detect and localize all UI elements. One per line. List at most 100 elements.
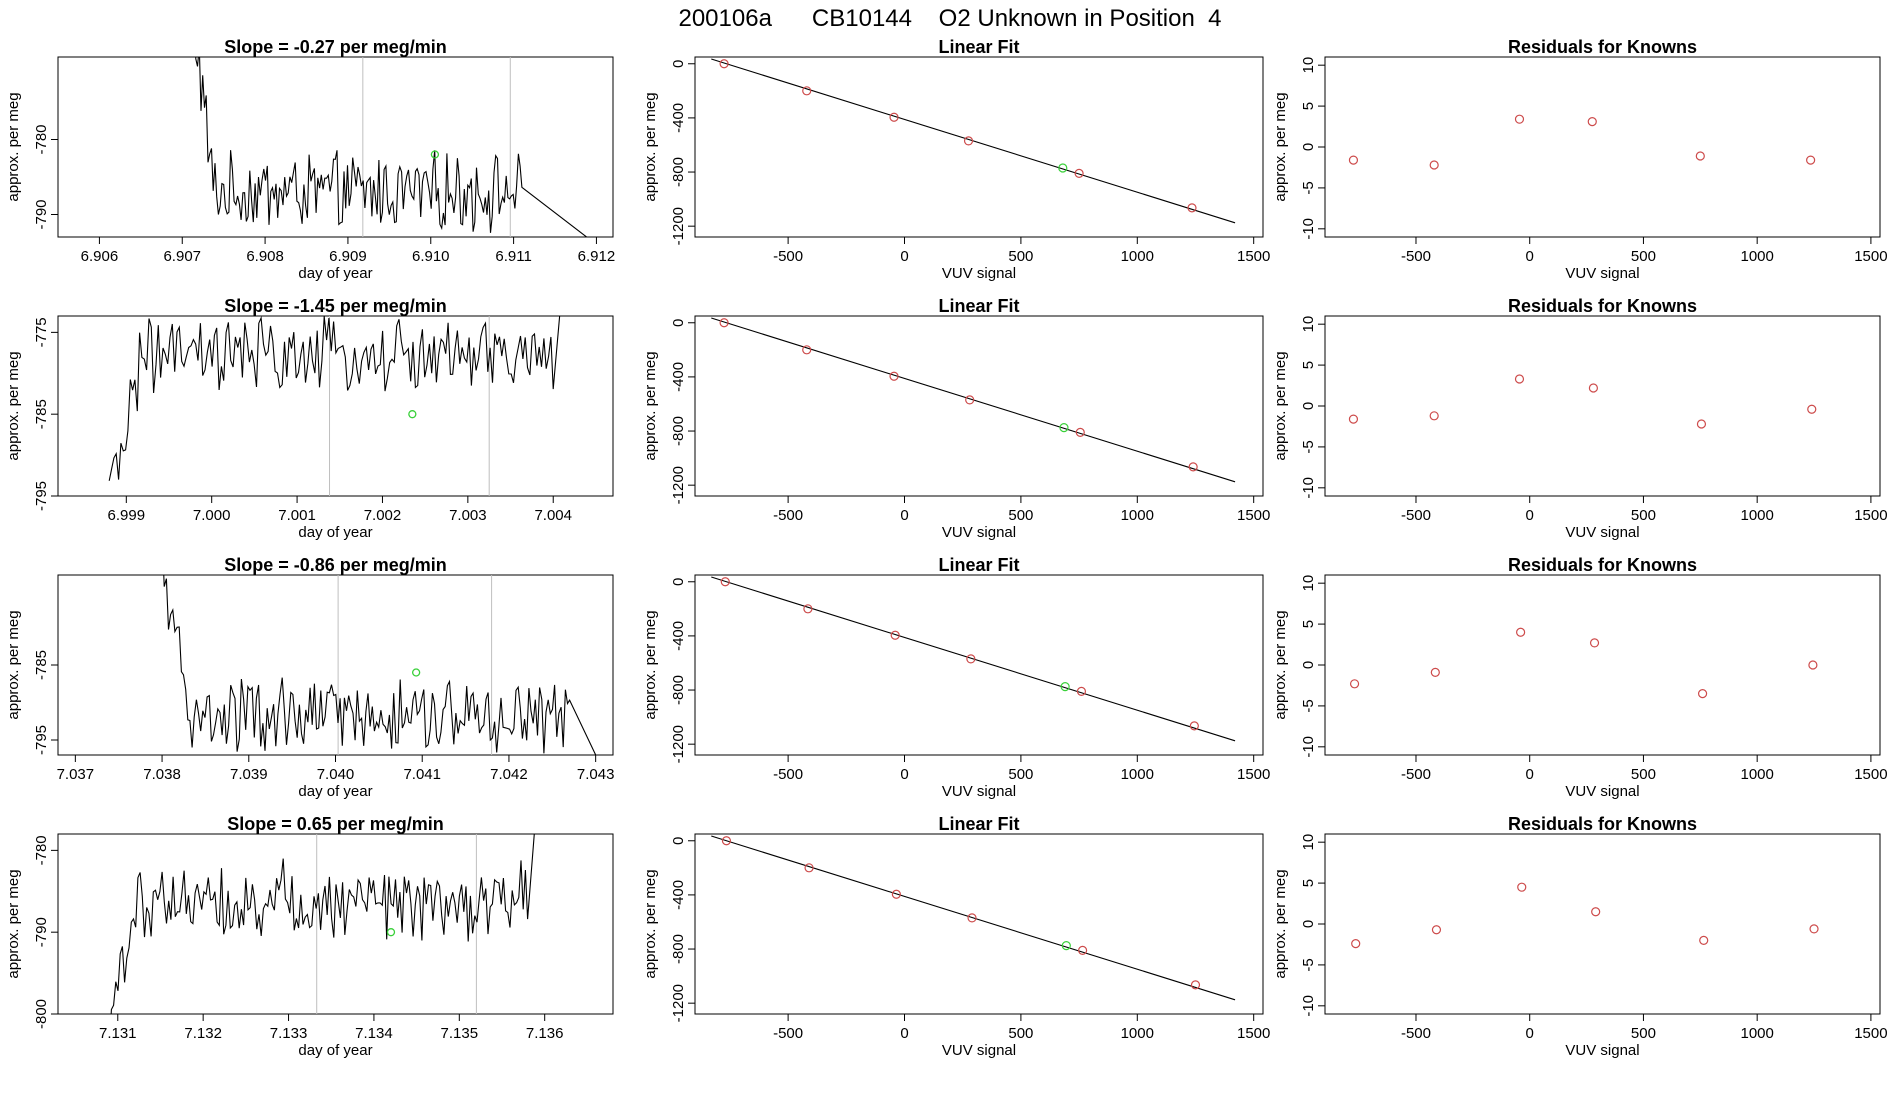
plot-frame — [1324, 315, 1881, 497]
y-axis-label: approx. per meg — [1272, 610, 1289, 719]
known-point — [1349, 679, 1360, 689]
x-tick-label: -500 — [773, 766, 803, 783]
known-point — [721, 836, 732, 846]
x-tick-label: 1000 — [1121, 248, 1154, 265]
x-tick-label: 1500 — [1237, 766, 1270, 783]
known-point — [1075, 427, 1085, 437]
panel: Residuals for Knowns -500 0 500 1000 1500 10 5 0… — [1272, 37, 1888, 282]
unknown-mean-point — [408, 410, 417, 419]
known-point — [1806, 155, 1816, 165]
y-tick-label: 0 — [670, 837, 687, 845]
x-axis-label: day of year — [298, 524, 372, 541]
panel-title: Slope = -0.86 per meg/min — [224, 555, 447, 575]
signal-line — [195, 57, 588, 237]
known-point — [1516, 627, 1526, 637]
y-tick-label: 5 — [1300, 361, 1317, 369]
panel-title: Slope = -0.27 per meg/min — [224, 37, 447, 57]
x-tick-label: 500 — [1008, 248, 1033, 265]
x-tick-label: 500 — [1008, 507, 1033, 524]
plot-frame — [57, 56, 614, 238]
x-tick-label: 7.003 — [449, 507, 487, 524]
panel: Slope = 0.65 per meg/min 7.131 7.132 7.133 7… — [5, 814, 614, 1059]
y-tick-label: -400 — [670, 103, 687, 133]
x-tick-label: 1500 — [1854, 507, 1887, 524]
plot-frame — [694, 315, 1264, 497]
y-tick-label: 10 — [1300, 575, 1317, 592]
x-tick-label: 0 — [900, 248, 908, 265]
y-axis-label: approx. per meg — [642, 92, 659, 201]
y-tick-label: -790 — [33, 199, 50, 229]
x-axis-label: VUV signal — [942, 265, 1016, 282]
y-tick-label: -1200 — [670, 725, 687, 763]
x-axis-label: VUV signal — [1565, 1042, 1639, 1059]
x-tick-label: -500 — [1401, 766, 1431, 783]
y-tick-label: -800 — [670, 675, 687, 705]
y-axis-label: approx. per meg — [5, 92, 22, 201]
known-point — [1588, 383, 1599, 393]
x-tick-label: 1500 — [1237, 507, 1270, 524]
y-tick-label: 10 — [1300, 834, 1317, 851]
known-point — [1074, 168, 1084, 178]
y-tick-label: -400 — [670, 880, 687, 910]
known-point — [963, 136, 974, 146]
y-axis-label: approx. per meg — [642, 351, 659, 460]
known-point — [802, 86, 812, 96]
known-point — [1699, 935, 1709, 945]
x-tick-label: 500 — [1008, 1025, 1033, 1042]
panel: Slope = -1.45 per meg/min 6.999 7.000 7.001… — [5, 296, 614, 541]
x-tick-label: 0 — [1526, 766, 1534, 783]
y-tick-label: -775 — [33, 317, 50, 347]
y-tick-label: -780 — [33, 124, 50, 154]
known-point — [967, 913, 977, 923]
y-tick-label: 5 — [1300, 879, 1317, 887]
y-tick-label: 5 — [1300, 102, 1317, 110]
x-tick-label: 7.133 — [270, 1025, 308, 1042]
known-point — [1187, 203, 1197, 213]
plot-frame — [694, 574, 1264, 756]
panel: Residuals for Knowns -500 0 500 1000 1500 10 5 0… — [1272, 555, 1888, 800]
y-tick-label: -795 — [33, 725, 50, 755]
x-tick-label: 500 — [1631, 766, 1656, 783]
x-tick-label: -500 — [1401, 1025, 1431, 1042]
y-axis-label: approx. per meg — [1272, 869, 1289, 978]
x-tick-label: 500 — [1631, 1025, 1656, 1042]
unknown-mean-point — [430, 150, 440, 159]
x-tick-label: 7.132 — [184, 1025, 222, 1042]
y-tick-label: -10 — [1300, 736, 1317, 758]
signal-line — [110, 834, 535, 1014]
y-tick-label: -1200 — [670, 984, 687, 1022]
y-tick-label: -400 — [670, 621, 687, 651]
y-tick-label: -400 — [670, 362, 687, 392]
x-tick-label: 7.002 — [364, 507, 402, 524]
x-tick-label: 1500 — [1237, 1025, 1270, 1042]
x-tick-label: 7.041 — [403, 766, 441, 783]
known-point — [1351, 939, 1361, 949]
y-tick-label: -780 — [33, 835, 50, 865]
known-point — [720, 577, 730, 587]
y-axis-label: approx. per meg — [5, 610, 22, 719]
y-tick-label: -5 — [1300, 181, 1317, 194]
known-point — [1696, 419, 1707, 429]
x-tick-label: 500 — [1631, 507, 1656, 524]
y-tick-label: 0 — [670, 60, 687, 68]
known-point — [1517, 882, 1527, 892]
known-point — [1591, 907, 1601, 917]
panel-title: Residuals for Knowns — [1508, 555, 1697, 575]
x-tick-label: 0 — [900, 1025, 908, 1042]
signal-line — [108, 316, 561, 481]
unknown-point — [1059, 423, 1069, 433]
y-tick-label: -10 — [1300, 218, 1317, 240]
x-tick-label: -500 — [1401, 507, 1431, 524]
y-tick-label: -1200 — [670, 207, 687, 245]
x-axis-label: VUV signal — [942, 783, 1016, 800]
fit-line — [711, 576, 1236, 742]
y-tick-label: -1200 — [670, 466, 687, 504]
panel: Residuals for Knowns -500 0 500 1000 1500 10 5 0… — [1272, 814, 1888, 1059]
x-tick-label: 7.136 — [526, 1025, 564, 1042]
plot-frame — [57, 833, 614, 1015]
plot-frame — [1324, 833, 1881, 1015]
plot-frame — [1324, 574, 1881, 756]
y-tick-label: -800 — [670, 934, 687, 964]
panel-title: Slope = 0.65 per meg/min — [227, 814, 444, 834]
y-tick-label: -790 — [33, 917, 50, 947]
